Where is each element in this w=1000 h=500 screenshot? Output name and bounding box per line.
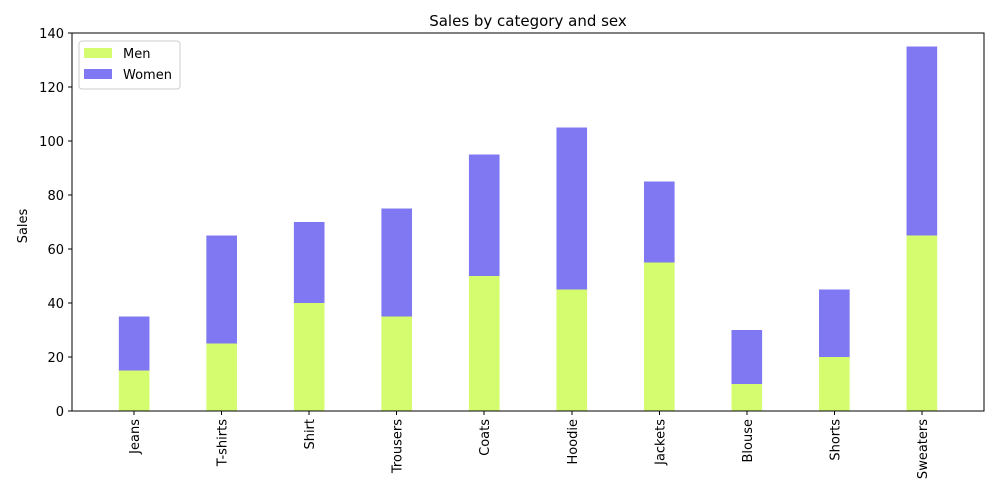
bar-men-jackets (643, 262, 675, 411)
bar-men-shirt (293, 303, 325, 411)
legend-label-women: Women (123, 68, 172, 83)
bar-women-trousers (381, 208, 413, 317)
bar-men-jeans (118, 370, 150, 411)
y-tick-label: 120 (39, 81, 64, 96)
x-tick-label: Shorts (828, 419, 843, 461)
bar-men-t-shirts (206, 343, 237, 411)
chart-title: Sales by category and sex (429, 12, 627, 30)
y-tick-label: 40 (47, 297, 64, 312)
plot-frame (71, 32, 985, 412)
bar-women-hoodie (556, 127, 588, 290)
bar-men-blouse (731, 384, 763, 411)
x-tick-label: Hoodie (566, 419, 581, 465)
bar-women-jackets (643, 181, 675, 263)
y-tick-label: 100 (39, 135, 64, 150)
bar-women-shirt (293, 222, 325, 303)
bar-women-coats (468, 154, 500, 276)
legend-label-men: Men (123, 47, 150, 62)
x-axis: Jeans T-shirts Shirt Trousers Coats Hoodie Jac… (128, 411, 931, 479)
bar-women-t-shirts (206, 235, 237, 344)
y-tick-label: 20 (47, 351, 64, 366)
legend-swatch-men (84, 48, 112, 58)
y-tick-label: 80 (47, 189, 64, 204)
bar-men-trousers (381, 316, 413, 411)
legend: Men Women (78, 40, 181, 90)
bar-women-jeans (118, 316, 150, 371)
legend-swatch-women (84, 69, 112, 79)
bar-women-sweaters (906, 46, 938, 236)
y-axis-label: Sales (16, 208, 31, 243)
bars-layer (118, 46, 938, 411)
bar-men-shorts (819, 357, 850, 411)
y-tick-label: 0 (56, 405, 64, 420)
x-tick-label: Jackets (653, 419, 668, 466)
x-tick-label: Sweaters (916, 419, 931, 479)
bar-men-coats (468, 276, 500, 411)
bar-women-blouse (731, 330, 763, 384)
bar-men-sweaters (906, 235, 938, 411)
x-tick-label: Jeans (128, 419, 143, 455)
y-tick-label: 140 (39, 27, 64, 42)
x-tick-label: T-shirts (216, 419, 231, 468)
bar-men-hoodie (556, 289, 588, 411)
x-tick-label: Shirt (303, 419, 318, 450)
y-tick-label: 60 (47, 243, 64, 258)
x-tick-label: Coats (478, 419, 493, 456)
x-tick-label: Blouse (741, 419, 756, 463)
bar-women-shorts (819, 289, 850, 357)
y-axis: 0 20 40 60 80 100 120 140 (39, 27, 72, 420)
x-tick-label: Trousers (391, 419, 406, 474)
